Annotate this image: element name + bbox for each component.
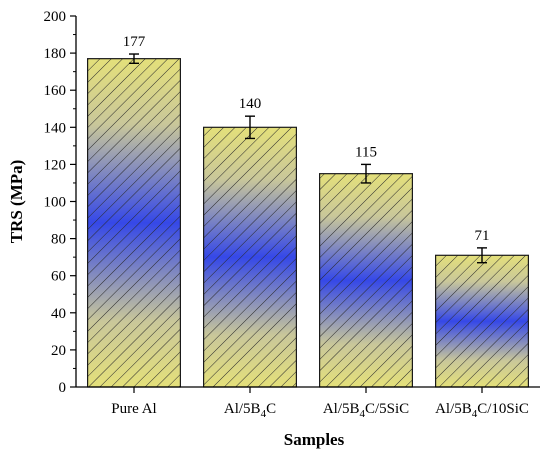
data-label: 177 (123, 34, 146, 50)
data-label: 115 (355, 144, 377, 160)
y-tick-label: 100 (44, 195, 67, 211)
x-tick-label-text: Al/5B (435, 401, 472, 417)
x-tick-label: Al/5B4C/10SiC (435, 401, 529, 420)
y-tick-label: 20 (51, 343, 66, 359)
x-axis-title: Samples (284, 430, 345, 449)
x-tick-label-text: C/5SiC (365, 401, 409, 417)
bars-layer (86, 58, 530, 388)
x-tick-label-text: C/10SiC (477, 401, 529, 417)
y-tick-label: 80 (51, 232, 66, 248)
error-bars-layer (129, 53, 487, 264)
y-tick-label: 60 (51, 269, 66, 285)
x-tick-label: Al/5B4C (224, 401, 276, 420)
x-tick-label: Pure Al (111, 401, 156, 417)
y-tick-label: 120 (44, 157, 67, 173)
x-tick-label-text: Pure Al (111, 401, 156, 417)
bar-hatch (435, 254, 530, 388)
x-ticks-layer: Pure Al Al/5B4C Al/5B4C/5SiC Al/5B4C/10SiC (111, 387, 529, 420)
y-tick-label: 200 (44, 9, 67, 25)
x-tick-label-subscript: 4 (472, 408, 478, 420)
x-tick-label-text: C (266, 401, 276, 417)
y-tick-label: 180 (44, 46, 67, 62)
data-labels-layer: 177 140 115 71 (123, 34, 490, 244)
x-tick-label-text: Al/5B (323, 401, 360, 417)
x-tick-label: Al/5B4C/5SiC (323, 401, 409, 420)
bar-hatch (203, 126, 298, 388)
bar-hatch (86, 58, 182, 388)
y-tick-label: 0 (59, 380, 67, 396)
bar-hatch (319, 173, 414, 388)
x-tick-label-subscript: 4 (360, 408, 366, 420)
x-tick-label-subscript: 4 (261, 408, 267, 420)
y-ticks-layer: 0 20 40 60 80 100 120 140 160 180 200 (44, 9, 76, 396)
y-axis-title: TRS (MPa) (7, 160, 26, 244)
y-tick-label: 40 (51, 306, 66, 322)
x-tick-label-text: Al/5B (224, 401, 261, 417)
y-tick-label: 140 (44, 120, 67, 136)
data-label: 140 (239, 96, 262, 112)
y-tick-label: 160 (44, 83, 67, 99)
data-label: 71 (475, 228, 490, 244)
